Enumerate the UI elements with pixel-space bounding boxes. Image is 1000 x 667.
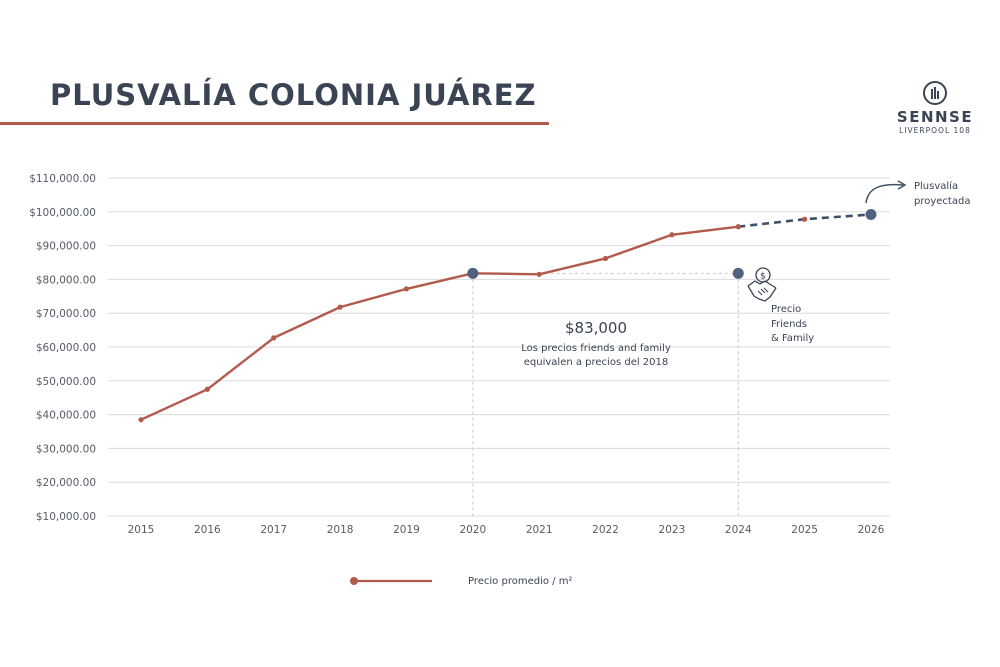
brand-subtitle: LIVERPOOL 108 — [899, 126, 971, 135]
y-tick-label: $80,000.00 — [36, 274, 96, 286]
price-note-line-1: Los precios friends and family — [521, 343, 671, 354]
price-point — [669, 232, 675, 238]
y-tick-label: $40,000.00 — [36, 410, 96, 422]
price-point — [602, 255, 609, 262]
x-tick-label: 2017 — [260, 524, 287, 536]
x-tick-label: 2021 — [526, 524, 553, 536]
x-tick-label: 2018 — [327, 524, 354, 536]
x-tick-label: 2019 — [393, 524, 420, 536]
svg-text:$: $ — [760, 272, 766, 282]
y-tick-label: $100,000.00 — [29, 207, 96, 219]
page-title: PLUSVALÍA COLONIA JUÁREZ — [50, 78, 537, 112]
title-underline — [0, 122, 549, 125]
handshake-money-icon: $ — [747, 267, 777, 302]
price-series-line — [140, 225, 739, 421]
price-point — [403, 286, 410, 292]
y-tick-label: $90,000.00 — [36, 241, 96, 253]
price-value-label: $83,000 — [565, 319, 627, 337]
x-tick-label: 2025 — [791, 524, 818, 536]
ff-label-line-1: Precio — [771, 304, 801, 315]
ff-label-line-3: & Family — [771, 333, 814, 344]
annotation-guides — [472, 272, 739, 516]
y-axis-ticks: $10,000.00 $20,000.00 $30,000.00 $40,000.00… — [29, 173, 96, 523]
legend-label: Precio promedio / m² — [468, 576, 572, 587]
x-tick-label: 2023 — [659, 524, 686, 536]
projection-arrow-head — [897, 180, 907, 190]
x-tick-label: 2020 — [459, 524, 486, 536]
y-tick-label: $60,000.00 — [36, 342, 96, 354]
price-point — [337, 304, 343, 310]
projection-point — [735, 224, 741, 230]
projection-point — [802, 216, 808, 222]
price-note-line-2: equivalen a precios del 2018 — [524, 357, 669, 368]
x-tick-label: 2024 — [725, 524, 752, 536]
annotation-markers — [467, 209, 877, 279]
price-point — [204, 386, 210, 392]
price-point — [271, 335, 277, 341]
ref-2020-marker — [467, 267, 479, 279]
brand-name: SENNSE — [896, 108, 974, 126]
x-tick-label: 2022 — [592, 524, 619, 536]
legend-swatch-marker — [350, 577, 358, 585]
brand-logo: SENNSE LIVERPOOL 108 — [890, 80, 980, 136]
projection-arrow-icon — [865, 183, 904, 204]
projection-marker — [865, 209, 877, 221]
x-tick-label: 2026 — [858, 524, 885, 536]
y-tick-label: $50,000.00 — [36, 376, 96, 388]
price-point — [536, 271, 542, 277]
grid-lines — [108, 177, 890, 517]
x-tick-label: 2016 — [194, 524, 221, 536]
price-point — [138, 417, 144, 423]
ff-label-line-2: Friends — [771, 319, 807, 330]
projection-label-line-1: Plusvalía — [914, 180, 958, 192]
y-tick-label: $10,000.00 — [36, 511, 96, 523]
ff-price-marker — [732, 267, 744, 279]
series-layer — [138, 211, 874, 423]
y-tick-label: $30,000.00 — [36, 443, 96, 455]
y-tick-label: $110,000.00 — [29, 173, 96, 185]
x-axis-ticks: 2015 2016 2017 2018 2019 2020 2021 2022 2023 2024… — [128, 524, 885, 536]
y-tick-label: $20,000.00 — [36, 477, 96, 489]
projection-label-line-2: proyectada — [914, 196, 970, 207]
y-tick-label: $70,000.00 — [36, 308, 96, 320]
x-tick-label: 2015 — [128, 524, 155, 536]
building-logo-icon — [923, 81, 947, 105]
